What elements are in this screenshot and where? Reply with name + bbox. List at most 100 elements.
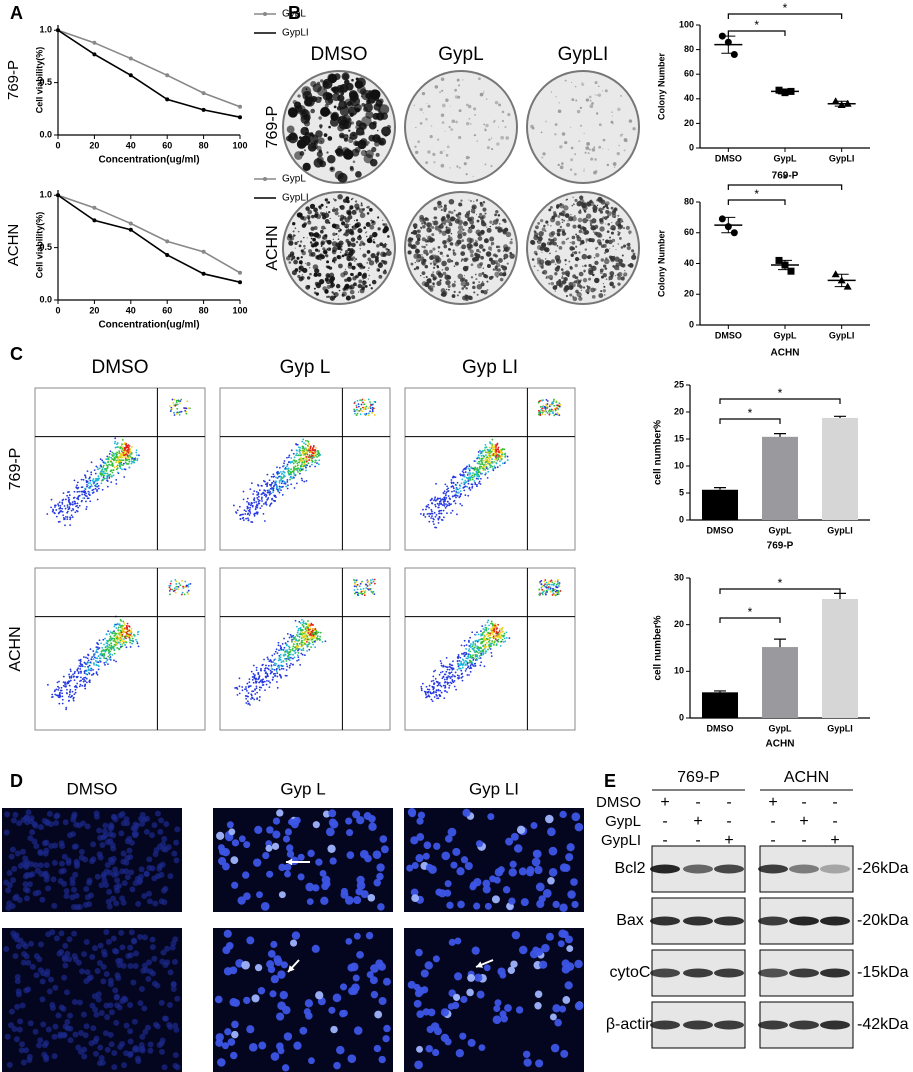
flow-event <box>128 458 131 461</box>
flow-event <box>314 646 317 649</box>
flow-event <box>186 591 189 594</box>
flow-event <box>95 651 97 654</box>
flow-event <box>64 681 67 684</box>
flow-event <box>256 506 259 509</box>
flow-event <box>448 686 450 689</box>
colony <box>494 213 497 217</box>
flow-event <box>184 580 187 583</box>
flow-event <box>82 497 85 500</box>
colony <box>584 230 588 235</box>
colony <box>442 240 447 245</box>
flow-event <box>486 477 489 479</box>
flow-event <box>271 668 273 670</box>
colony <box>357 262 363 268</box>
flow-event <box>365 583 367 586</box>
colony <box>326 248 329 251</box>
colony <box>332 259 334 262</box>
flow-event <box>489 455 491 457</box>
flow-event <box>290 662 292 665</box>
flow-event <box>57 685 59 688</box>
flow-event <box>67 508 70 511</box>
colony <box>311 134 315 138</box>
flow-event <box>468 472 471 474</box>
colony <box>497 126 500 128</box>
colony <box>291 270 297 276</box>
flow-event <box>109 635 112 638</box>
flow-event <box>372 407 375 410</box>
colony <box>488 138 491 141</box>
flow-event <box>113 637 116 640</box>
x-tick-label: 40 <box>126 305 136 315</box>
flow-event <box>470 475 473 478</box>
flow-event <box>96 485 99 488</box>
colony <box>431 226 435 230</box>
flow-event <box>84 474 86 477</box>
colony <box>595 247 598 250</box>
colony <box>361 95 363 98</box>
flow-event <box>446 668 449 671</box>
flow-event <box>135 449 138 452</box>
data-point <box>837 100 846 108</box>
flow-event <box>253 513 256 516</box>
flow-event <box>314 640 316 643</box>
colony <box>313 204 315 207</box>
flow-event <box>120 455 123 458</box>
colony <box>316 233 322 239</box>
flow-event <box>105 468 108 470</box>
colony <box>368 274 371 277</box>
flow-event <box>120 645 122 648</box>
flow-event <box>452 500 455 503</box>
flow-event <box>55 688 58 691</box>
colony <box>450 128 454 131</box>
data-point <box>781 89 789 97</box>
flow-event <box>459 473 462 476</box>
flow-event <box>464 481 467 484</box>
flow-event <box>124 461 127 464</box>
colony <box>438 246 441 248</box>
colony <box>505 136 509 140</box>
colony <box>470 123 472 125</box>
colony <box>460 199 463 202</box>
flow-event <box>88 681 91 684</box>
flow-event <box>58 687 60 689</box>
flow-event <box>269 681 272 684</box>
flow-event <box>127 635 130 637</box>
colony <box>600 258 605 262</box>
colony <box>451 119 456 124</box>
flow-event <box>301 649 303 651</box>
flow-event <box>283 464 285 467</box>
colony <box>575 245 578 248</box>
flow-event <box>434 496 437 499</box>
flow-event <box>113 648 116 651</box>
flow-event <box>274 672 277 675</box>
flow-event <box>440 662 443 665</box>
flow-event <box>275 480 277 483</box>
colony <box>458 84 461 87</box>
flow-event <box>253 514 256 517</box>
flow-event <box>292 643 295 646</box>
colony <box>464 284 466 287</box>
colony <box>564 285 570 291</box>
colony <box>575 279 581 284</box>
colony <box>416 254 422 259</box>
flow-event <box>436 498 438 501</box>
colony <box>359 212 366 219</box>
colony <box>482 92 485 94</box>
flow-event <box>493 453 496 455</box>
flow-event <box>108 651 111 654</box>
colony <box>356 285 358 287</box>
flow-event <box>110 638 113 641</box>
flow-event <box>443 498 445 501</box>
flow-event <box>250 501 253 504</box>
colony <box>475 278 478 281</box>
flow-event <box>76 675 79 678</box>
flow-event <box>300 477 303 480</box>
colony <box>593 256 596 259</box>
row-label: ACHN <box>264 225 281 270</box>
flow-event <box>462 474 464 477</box>
flow-event <box>55 515 58 518</box>
flow-event <box>464 653 467 656</box>
colony <box>628 263 634 268</box>
colony <box>485 123 489 128</box>
flow-event <box>362 587 365 590</box>
